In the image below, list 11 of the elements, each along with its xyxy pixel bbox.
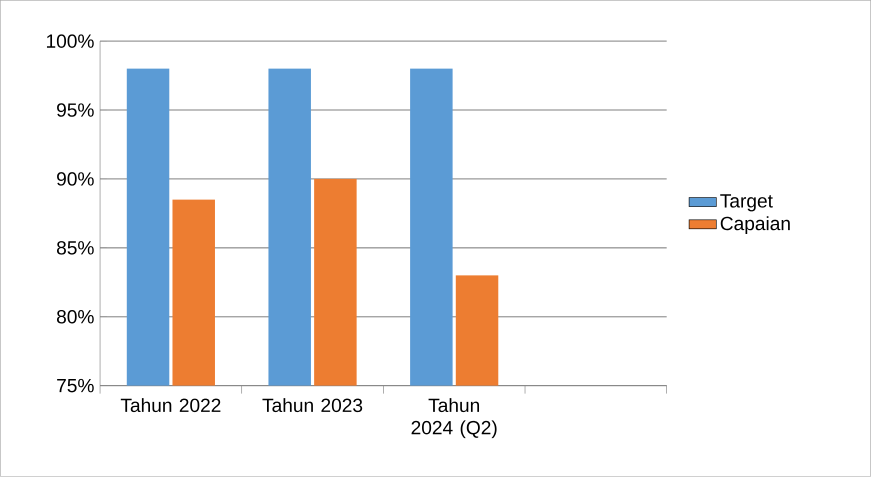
x-tick-label: Tahun 2024 (Q2) <box>412 398 497 438</box>
y-tick-label: 75% <box>57 379 94 393</box>
x-tick-label: Tahun 2022 <box>120 398 220 412</box>
y-tick-label: 100% <box>46 34 94 48</box>
y-tick-label: 90% <box>57 172 94 186</box>
legend-label: Capaian <box>720 216 790 234</box>
y-tick-label: 80% <box>56 310 94 324</box>
y-tick-label: 95% <box>57 103 94 117</box>
legend-label: Target <box>720 194 773 212</box>
y-tick-label: 85% <box>56 241 94 255</box>
x-tick-label: Tahun 2023 <box>262 398 362 412</box>
